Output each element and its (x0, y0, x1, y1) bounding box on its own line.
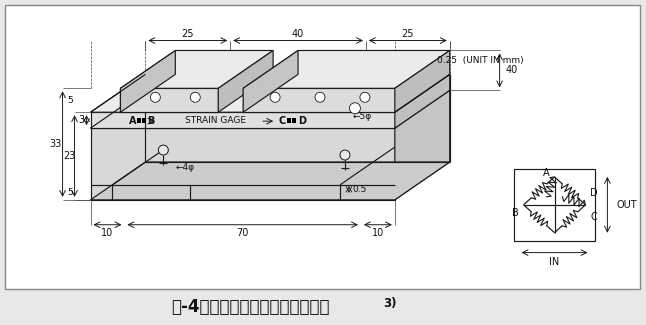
Polygon shape (120, 50, 175, 112)
Bar (514, 169, 596, 241)
Polygon shape (243, 88, 395, 112)
Text: C: C (278, 116, 286, 126)
Text: 5: 5 (67, 96, 72, 105)
Circle shape (315, 92, 325, 102)
Text: 0.25  (UNIT IN mm): 0.25 (UNIT IN mm) (437, 56, 523, 65)
Text: ←5φ: ←5φ (352, 112, 371, 121)
Text: STRAIN GAGE: STRAIN GAGE (185, 116, 245, 125)
Polygon shape (90, 90, 450, 128)
Text: B: B (512, 208, 519, 218)
Text: 33: 33 (50, 139, 62, 149)
Text: 70: 70 (236, 228, 249, 238)
Text: 23: 23 (63, 151, 76, 161)
Text: C: C (590, 212, 597, 222)
Circle shape (158, 145, 169, 155)
Circle shape (340, 150, 350, 160)
Polygon shape (395, 50, 450, 112)
Text: A: A (543, 168, 550, 178)
Polygon shape (218, 50, 273, 112)
Bar (5, 5, 640, 290)
Bar (142, 118, 147, 123)
Circle shape (191, 92, 200, 102)
Polygon shape (90, 74, 450, 112)
Text: IN: IN (549, 256, 559, 266)
Text: 3): 3) (383, 297, 397, 310)
Text: OUT: OUT (616, 200, 637, 210)
Bar (138, 118, 141, 123)
Text: D: D (298, 116, 306, 126)
Bar (292, 118, 296, 123)
Polygon shape (243, 50, 450, 88)
Text: A: A (129, 116, 136, 126)
Text: ←4φ: ←4φ (176, 163, 195, 173)
Text: 40: 40 (292, 29, 304, 39)
Text: B: B (147, 116, 154, 126)
Polygon shape (120, 50, 273, 88)
Text: 25: 25 (402, 29, 414, 39)
Text: 5: 5 (67, 188, 72, 197)
Circle shape (360, 92, 370, 102)
Text: 10: 10 (371, 228, 384, 238)
Circle shape (151, 92, 160, 102)
Text: 図-4　開発した二方向ロードセル: 図-4 開発した二方向ロードセル (171, 298, 329, 316)
Text: 0.5: 0.5 (353, 185, 367, 194)
Polygon shape (90, 128, 395, 200)
Polygon shape (90, 112, 395, 128)
Polygon shape (395, 74, 450, 128)
Polygon shape (120, 88, 218, 112)
Text: 25: 25 (182, 29, 194, 39)
Text: 3: 3 (78, 115, 85, 125)
Polygon shape (90, 162, 450, 200)
Text: 10: 10 (101, 228, 114, 238)
Circle shape (349, 103, 360, 114)
Polygon shape (243, 50, 298, 112)
Polygon shape (395, 90, 450, 200)
Bar (287, 118, 291, 123)
Text: D: D (590, 188, 598, 198)
Circle shape (270, 92, 280, 102)
Text: 40: 40 (505, 65, 517, 75)
